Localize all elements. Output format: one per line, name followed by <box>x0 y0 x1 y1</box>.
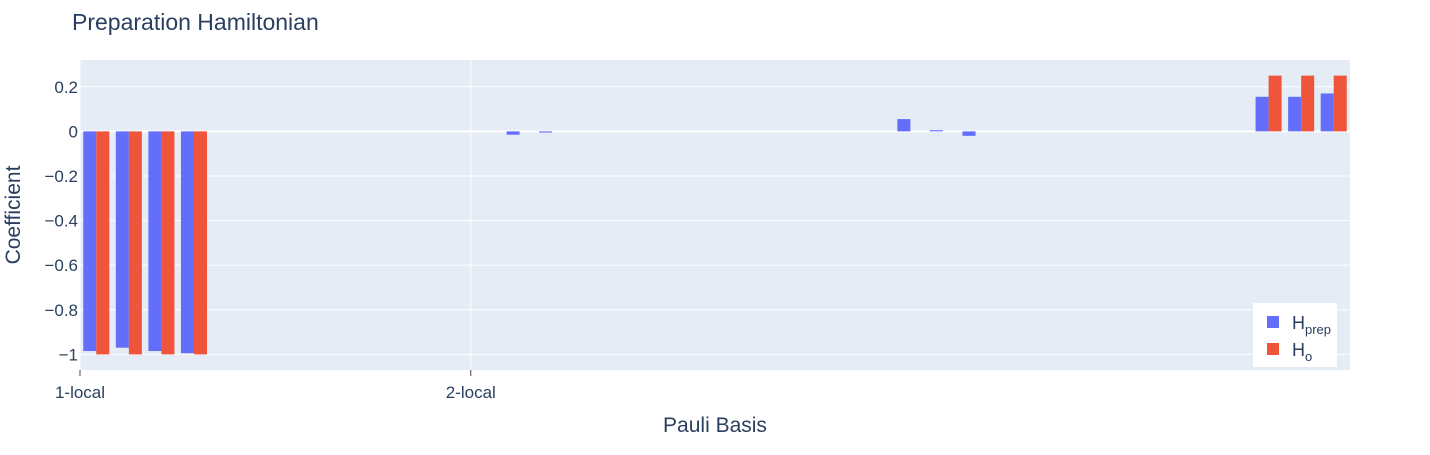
legend-background <box>1253 303 1337 367</box>
bar-series-2-slot-37[interactable] <box>1301 75 1315 132</box>
bar-series-1-slot-38[interactable] <box>1320 93 1334 132</box>
y-tick-label: 0 <box>69 122 78 141</box>
bar-series-1-slot-0[interactable] <box>83 131 97 352</box>
y-axis-label: Coefficient <box>2 165 25 264</box>
bar-series-1-slot-27[interactable] <box>962 131 976 136</box>
bar-series-2-slot-0[interactable] <box>96 131 110 355</box>
legend-swatch <box>1267 316 1279 328</box>
bar-series-1-slot-14[interactable] <box>539 131 553 133</box>
x-tick-label: 2-local <box>446 383 496 402</box>
plot-area <box>80 60 1350 370</box>
y-tick-label: −0.4 <box>44 212 78 231</box>
x-axis-label: Pauli Basis <box>663 414 767 437</box>
bar-series-1-slot-36[interactable] <box>1255 96 1269 132</box>
bars <box>83 75 1347 355</box>
legend-item-1[interactable]: Hprep <box>1267 313 1331 337</box>
legend-swatch <box>1267 343 1279 355</box>
bar-series-1-slot-3[interactable] <box>180 131 194 354</box>
bar-series-2-slot-36[interactable] <box>1268 75 1282 132</box>
chart-title: Preparation Hamiltonian <box>72 9 319 35</box>
y-tick-label: −0.8 <box>44 301 78 320</box>
bar-series-1-slot-25[interactable] <box>897 119 911 132</box>
bar-series-2-slot-38[interactable] <box>1333 75 1347 132</box>
grid-lines <box>79 60 1350 370</box>
y-tick-label: −0.2 <box>44 167 78 186</box>
legend-item-2[interactable]: Ho <box>1267 340 1312 364</box>
y-tick-label: 0.2 <box>54 78 78 97</box>
bar-series-1-slot-2[interactable] <box>148 131 162 352</box>
bar-series-1-slot-1[interactable] <box>115 131 129 348</box>
x-tick-label: 1-local <box>55 383 105 402</box>
legend-label: Ho <box>1292 340 1312 364</box>
y-axis-ticks: 0.2 0 −0.2 −0.4 −0.6 −0.8 −1 <box>44 78 78 365</box>
bar-series-1-slot-37[interactable] <box>1288 96 1302 132</box>
legend[interactable]: Hprep Ho <box>1253 303 1337 367</box>
bar-series-2-slot-2[interactable] <box>161 131 175 355</box>
bar-series-1-slot-13[interactable] <box>506 131 520 135</box>
bar-series-2-slot-3[interactable] <box>193 131 207 355</box>
y-tick-label: −1 <box>59 345 78 364</box>
x-axis-ticks: 1-local 2-local <box>55 370 496 402</box>
y-tick-label: −0.6 <box>44 256 78 275</box>
bar-series-2-slot-1[interactable] <box>128 131 142 355</box>
bar-series-1-slot-26[interactable] <box>929 130 943 132</box>
legend-label: Hprep <box>1292 313 1331 337</box>
